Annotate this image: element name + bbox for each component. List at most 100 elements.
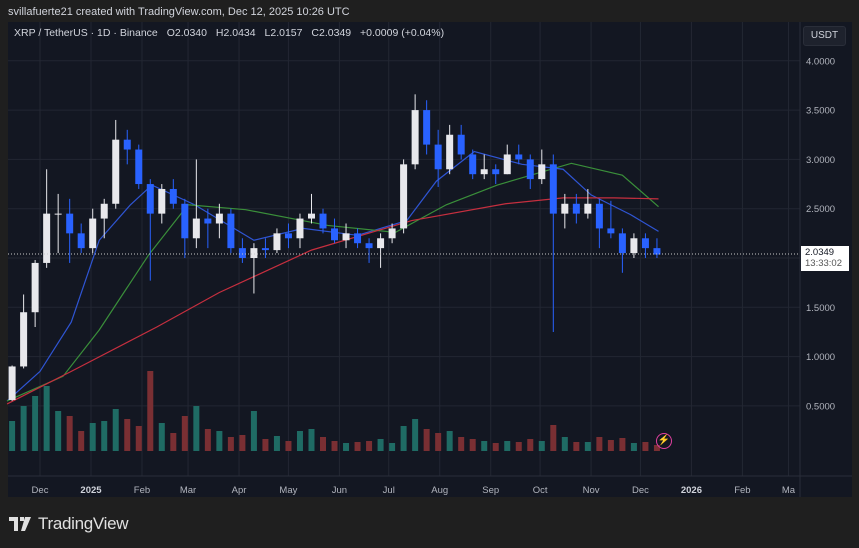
volume-bar xyxy=(607,440,614,451)
candle-body xyxy=(354,233,362,244)
candle-body xyxy=(469,154,477,175)
candle-body xyxy=(572,203,580,214)
candle-body xyxy=(365,243,373,249)
time-tick-label: Oct xyxy=(533,485,548,496)
volume-bar xyxy=(112,409,119,451)
volume-bar xyxy=(515,442,522,451)
time-axis: Dec 2025 Feb Mar Apr May Jun Jul Aug Sep Oct Nov Dec… xyxy=(32,485,796,496)
volume-bar xyxy=(296,431,303,451)
time-tick-label: Jun xyxy=(332,485,347,496)
volume-bar xyxy=(366,441,373,451)
volume-bar xyxy=(32,396,39,451)
candle-body xyxy=(607,228,615,234)
candle-body xyxy=(515,154,523,160)
time-tick-label: 2026 xyxy=(681,485,702,496)
time-tick-label: 2025 xyxy=(80,485,102,496)
candle-body xyxy=(123,139,131,150)
volume-bar xyxy=(320,437,327,451)
volume-bar xyxy=(630,443,637,451)
time-tick-label: Apr xyxy=(232,485,247,496)
candle-body xyxy=(342,233,350,241)
price-tick-label: 3.5000 xyxy=(806,106,835,117)
volume-bar xyxy=(423,429,430,451)
candle-body xyxy=(169,188,177,204)
ma-fast-line xyxy=(6,150,659,402)
volume-bar xyxy=(227,437,234,451)
chart-credit: svillafuerte21 created with TradingView.… xyxy=(8,6,350,18)
candle-body xyxy=(434,144,442,170)
candle-body xyxy=(526,159,534,180)
time-tick-label: Ma xyxy=(782,485,796,496)
volume-bar xyxy=(331,441,338,451)
candle-body xyxy=(457,134,465,155)
volume-bar xyxy=(20,406,27,451)
volume-bar xyxy=(435,433,442,451)
currency-button[interactable]: USDT xyxy=(803,26,846,46)
volume-bar xyxy=(481,441,488,451)
volume-bar xyxy=(193,406,200,451)
candle-body xyxy=(446,134,454,170)
price-tick-label: 2.5000 xyxy=(806,204,835,215)
volume-bar xyxy=(262,439,269,451)
volume-bar xyxy=(170,433,177,451)
candle-body xyxy=(630,238,638,254)
volume-bar xyxy=(158,423,165,451)
candle-body xyxy=(31,262,39,313)
candle-body xyxy=(158,188,166,214)
volume-bar xyxy=(446,431,453,451)
time-tick-label: Sep xyxy=(482,485,499,496)
volume-bar xyxy=(492,443,499,451)
low-value: L2.0157 xyxy=(264,27,303,39)
candle-body xyxy=(319,213,327,229)
candle-body xyxy=(227,213,235,249)
volume-bar xyxy=(469,439,476,451)
candle-body xyxy=(411,110,419,165)
volume-bar xyxy=(573,442,580,451)
time-tick-label: Aug xyxy=(431,485,448,496)
candle-body xyxy=(653,248,661,255)
volume-bar xyxy=(124,419,131,451)
ma-mid-line xyxy=(6,162,659,402)
symbol-info[interactable]: XRP / TetherUS · 1D · Binance xyxy=(14,27,158,39)
lightning-icon[interactable]: ⚡ xyxy=(656,433,672,449)
time-tick-label: Mar xyxy=(180,485,196,496)
candle-body xyxy=(204,218,212,224)
volume-bar xyxy=(377,439,384,451)
candle-body xyxy=(273,233,281,251)
candle-body xyxy=(388,228,396,239)
candle-body xyxy=(100,203,108,219)
price-tick-label: 1.5000 xyxy=(806,303,835,314)
volume-bar xyxy=(653,445,660,451)
volume-bar xyxy=(642,442,649,451)
volume-bar xyxy=(308,429,315,451)
volume-bar xyxy=(101,421,108,451)
volume-bar xyxy=(9,421,16,451)
candle-body xyxy=(503,154,511,175)
last-price-value: 2.0349 xyxy=(805,247,835,258)
volume-bar xyxy=(239,435,246,451)
candle-body xyxy=(618,233,626,254)
bar-countdown: 13:33:02 xyxy=(805,258,842,269)
candle-body xyxy=(423,110,431,145)
volume-bar xyxy=(147,371,154,451)
candle-body xyxy=(66,213,74,234)
volume-bar xyxy=(561,437,568,451)
volume-bar xyxy=(216,431,223,451)
candle-body xyxy=(296,218,304,239)
time-tick-label: Jul xyxy=(383,485,395,496)
candle-body xyxy=(54,213,62,215)
volume-bar xyxy=(504,441,511,451)
volume-bar xyxy=(400,426,407,451)
volume-bar xyxy=(458,437,465,451)
volume-bar xyxy=(527,439,534,451)
candle-body xyxy=(584,203,592,214)
volume-bar xyxy=(584,442,591,451)
candle-body xyxy=(261,248,269,251)
moving-averages xyxy=(6,150,659,405)
price-tick-label: 0.5000 xyxy=(806,401,835,412)
volume-bar xyxy=(354,442,361,451)
volume-bar xyxy=(135,426,142,451)
candle-body xyxy=(20,312,28,367)
candle-body xyxy=(238,248,246,258)
